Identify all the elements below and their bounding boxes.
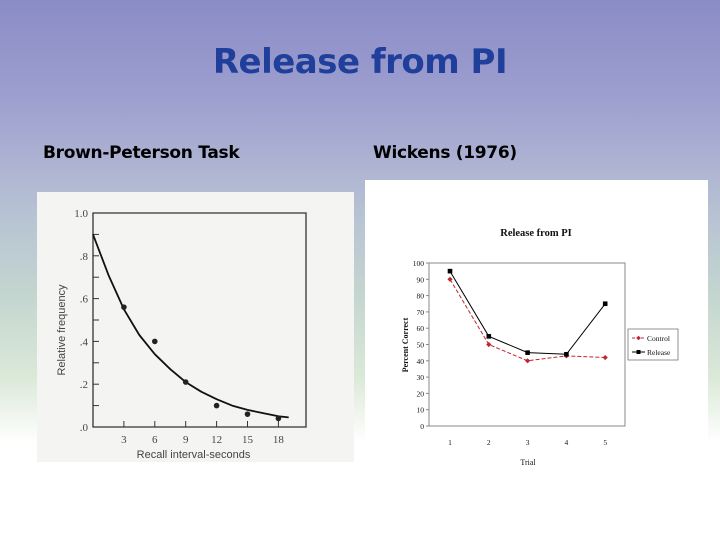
x-axis-label: Trial [520, 458, 536, 467]
data-point [213, 402, 220, 409]
y-tick-label: 50 [417, 341, 425, 350]
wickens-plot: Release from PI 0 10 20 30 40 50 60 70 80 90 100 1 2 3… [401, 228, 679, 467]
brown-peterson-plot: .0 .2 .4 .6 .8 1.0 3 6 9 12 15 18 Recall interval-se… [56, 208, 307, 461]
wickens-chart: Release from PI 0 10 20 30 40 50 60 70 80 90 100 1 2 3… [365, 180, 708, 480]
legend-label-release: Release [647, 348, 671, 357]
release-marker [447, 268, 453, 274]
y-tick-label: 20 [417, 389, 425, 398]
x-tick-label: 15 [242, 434, 254, 446]
y-tick-label: 100 [413, 259, 425, 268]
y-axis-label: Percent Correct [401, 317, 410, 372]
y-tick-label: 80 [417, 292, 425, 301]
legend-box [627, 328, 679, 361]
x-tick-label: 18 [273, 434, 285, 446]
x-axis-label: Recall interval-seconds [137, 449, 251, 461]
x-tick-label: 4 [565, 438, 569, 447]
brown-peterson-chart: .0 .2 .4 .6 .8 1.0 3 6 9 12 15 18 Recall interval-se… [37, 192, 354, 462]
y-tick-label: 40 [417, 357, 425, 366]
data-point [121, 304, 127, 310]
x-tick-label: 6 [152, 434, 158, 446]
data-point [152, 338, 158, 345]
fit-curve [92, 234, 289, 419]
legend-label-control: Control [647, 334, 670, 343]
x-tick-label: 12 [211, 434, 222, 446]
y-tick-label: .6 [80, 294, 89, 306]
data-point [244, 411, 251, 417]
y-tick-label: 70 [417, 308, 425, 317]
right-heading: Wickens (1976) [373, 143, 517, 163]
y-tick-label: .4 [80, 336, 89, 348]
x-tick-label: 1 [448, 438, 452, 447]
x-tick-label: 9 [183, 434, 189, 446]
legend-square-icon [636, 350, 641, 354]
control-marker [486, 341, 492, 348]
y-tick-label: 30 [417, 373, 425, 382]
y-tick-label: .2 [80, 379, 88, 391]
y-tick-label: 1.0 [74, 208, 88, 220]
plot-frame [92, 212, 307, 428]
release-marker [602, 301, 608, 307]
data-point [275, 415, 282, 422]
x-tick-label: 2 [487, 438, 491, 447]
y-axis-label: Relative frequency [56, 284, 68, 376]
y-tick-label: .0 [80, 422, 89, 434]
chart-legend: Control Release [627, 328, 679, 361]
left-heading: Brown-Peterson Task [43, 143, 240, 163]
plot-frame [428, 262, 626, 427]
release-marker [564, 351, 569, 357]
x-tick-label: 5 [603, 438, 607, 447]
y-tick-label: 60 [417, 324, 425, 333]
y-tick-label: 90 [417, 275, 425, 284]
y-tick-label: 10 [417, 406, 425, 415]
control-marker [447, 276, 453, 282]
release-marker [486, 334, 492, 339]
release-marker [525, 350, 530, 355]
data-point [182, 379, 189, 385]
x-tick-label: 3 [526, 438, 530, 447]
chart-title: Release from PI [500, 228, 572, 239]
y-tick-label: .8 [80, 251, 89, 263]
slide-title: Release from PI [212, 42, 508, 82]
y-tick-label: 0 [420, 422, 424, 431]
x-tick-label: 3 [121, 434, 127, 446]
